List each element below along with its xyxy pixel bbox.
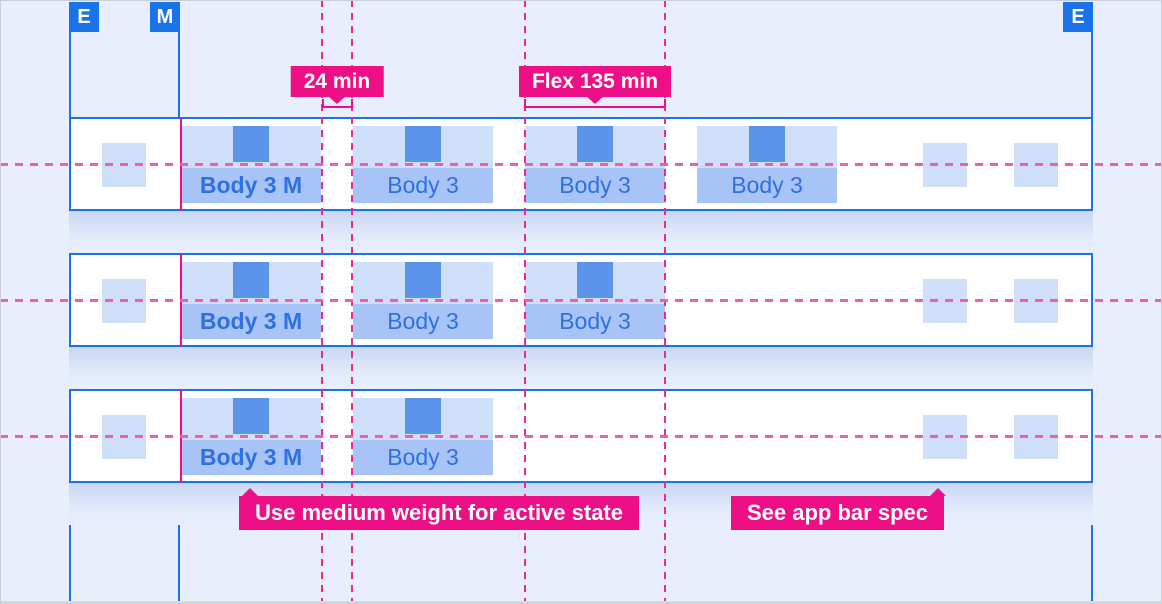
tab[interactable]: Body 3 [525,126,665,203]
redline-dashed-vertical-1 [321,0,323,604]
tab-icon-area [181,126,321,168]
tab-label: Body 3 M [181,440,321,475]
tab-icon-placeholder [405,126,441,162]
edge-label-right: E [1063,2,1093,32]
tab-icon-area [525,262,665,304]
tab-label: Body 3 [353,440,493,475]
note-label-active-state: Use medium weight for active state [239,496,639,530]
measurement-label-24min: 24 min [290,66,384,97]
measurement-label-flex135: Flex 135 min [518,66,672,97]
tab-icon-placeholder [577,262,613,298]
tab-icon-placeholder [577,126,613,162]
tab-icon-area [181,398,321,440]
redline-dashed-vertical-3 [524,0,526,604]
measurement-bracket-flex135 [524,99,666,108]
margin-label-text: M [156,5,174,28]
tab-active[interactable]: Body 3 M [181,398,321,475]
tab-icon-placeholder [233,398,269,434]
tab-label: Body 3 [353,168,493,203]
tab[interactable]: Body 3 [353,262,493,339]
tab-icon-placeholder [405,398,441,434]
tab[interactable]: Body 3 [353,398,493,475]
row-shadow [69,211,1093,253]
measurement-pointer-flex135 [586,96,604,104]
redline-dashed-vertical-4 [664,0,666,604]
tab-icon-placeholder [749,126,785,162]
edge-label-left-text: E [77,5,91,28]
tab-icon-area [181,262,321,304]
tab-label: Body 3 M [181,168,321,203]
measurement-label-flex135-text: Flex 135 min [531,69,659,93]
tab[interactable]: Body 3 [525,262,665,339]
tab-label: Body 3 [697,168,837,203]
tab-active[interactable]: Body 3 M [181,262,321,339]
tab-label: Body 3 [525,304,665,339]
redline-dashed-horizontal-row2 [0,299,1162,302]
tab-label: Body 3 [353,304,493,339]
bottom-edge-strip [0,601,1162,604]
tab[interactable]: Body 3 [697,126,837,203]
tab-icon-area [353,398,493,440]
note-pointer-app-bar [930,488,946,496]
measurement-label-24min-text: 24 min [303,69,371,93]
redline-dashed-horizontal-row1 [0,163,1162,166]
margin-label: M [150,2,180,32]
edge-label-right-text: E [1071,5,1085,28]
tab-icon-area [353,126,493,168]
tab[interactable]: Body 3 [353,126,493,203]
tab-icon-area [353,262,493,304]
note-pointer-active-state [242,488,258,496]
redline-dashed-vertical-2 [351,0,353,604]
tab-active[interactable]: Body 3 M [181,126,321,203]
tab-icon-area [697,126,837,168]
tab-icon-placeholder [405,262,441,298]
tab-icon-area [525,126,665,168]
measurement-bracket-24min [322,99,353,108]
tab-icon-placeholder [233,262,269,298]
row-shadow [69,347,1093,389]
note-label-app-bar-text: See app bar spec [747,500,928,525]
edge-label-left: E [69,2,99,32]
measurement-pointer-24min [328,96,346,104]
note-label-app-bar: See app bar spec [731,496,944,530]
redline-dashed-horizontal-row3 [0,435,1162,438]
tab-label: Body 3 M [181,304,321,339]
note-label-active-state-text: Use medium weight for active state [255,500,623,525]
tab-icon-placeholder [233,126,269,162]
tab-label: Body 3 [525,168,665,203]
